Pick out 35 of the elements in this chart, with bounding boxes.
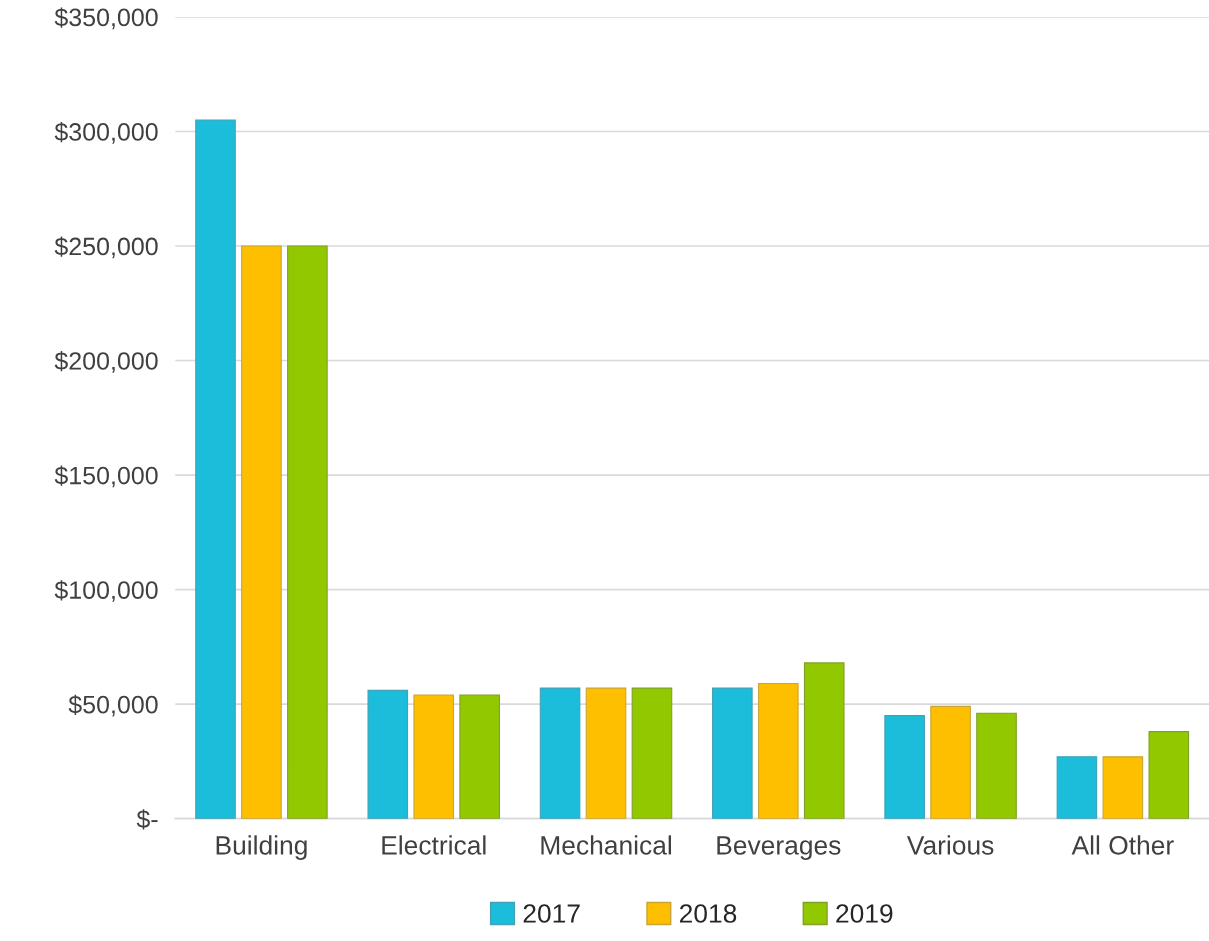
bar <box>241 245 282 819</box>
legend-label: 2019 <box>836 904 893 923</box>
y-tick-label: $50,000 <box>68 694 158 717</box>
bar <box>195 119 236 819</box>
legend-label: 2018 <box>679 904 737 923</box>
x-tick-label: Beverages <box>717 836 841 860</box>
y-tick-label: $200,000 <box>54 351 158 373</box>
x-tick-label: Various <box>906 835 994 855</box>
bar <box>413 694 455 819</box>
bar <box>1148 731 1190 819</box>
bar <box>539 687 581 819</box>
bar <box>631 687 673 819</box>
y-tick-label: $350,000 <box>54 7 158 30</box>
bar <box>459 694 500 819</box>
bar <box>287 245 328 819</box>
bar <box>930 705 971 819</box>
bar <box>803 662 845 819</box>
x-tick-label: All Other <box>1071 835 1174 855</box>
x-tick-label: Electrical <box>382 835 486 855</box>
x-tick-label: Mechanical <box>541 835 671 855</box>
y-tick-label: $100,000 <box>54 580 158 602</box>
x-tick-label: Building <box>216 835 307 860</box>
y-tick-label: $150,000 <box>54 465 158 488</box>
bar <box>367 689 409 819</box>
bar <box>757 682 799 819</box>
bar <box>1056 756 1098 819</box>
bar <box>976 712 1017 819</box>
bar <box>585 687 627 819</box>
y-tick-label: $300,000 <box>54 122 158 144</box>
bar <box>712 687 753 819</box>
bar <box>884 715 925 819</box>
y-tick-label: $- <box>136 809 158 830</box>
y-tick-label: $250,000 <box>54 236 158 259</box>
legend-label: 2017 <box>523 904 580 923</box>
bar <box>1102 756 1144 819</box>
